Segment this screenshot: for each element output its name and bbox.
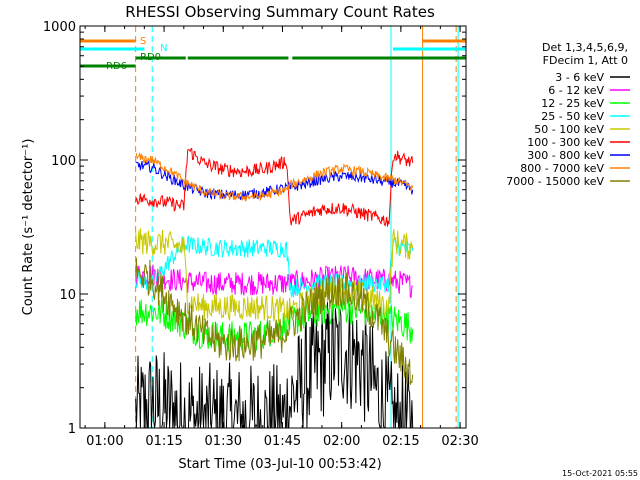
legend-label-100-300-kev: 100 - 300 keV	[527, 136, 604, 149]
flag-label-n: N	[160, 43, 167, 54]
chart-title: RHESSI Observing Summary Count Rates	[125, 3, 435, 21]
x-tick-label: 01:30	[205, 434, 242, 449]
plot-frame	[79, 25, 467, 429]
y-tick-label: 1	[68, 422, 76, 437]
x-tick-label: 01:15	[145, 434, 182, 449]
footer-timestamp: 15-Oct-2021 05:55	[562, 469, 638, 478]
legend-label-7000-15000-kev: 7000 - 15000 keV	[506, 175, 604, 188]
legend: Det 1,3,4,5,6,9, FDecim 1, Att 0 3 - 6 k…	[506, 41, 630, 188]
x-tick-label: 02:15	[382, 434, 419, 449]
x-tick-label: 01:45	[264, 434, 301, 449]
x-axis-label: Start Time (03-Jul-10 00:53:42)	[178, 457, 381, 472]
series-line-3-6-kev	[135, 302, 414, 430]
legend-label-300-800-kev: 300 - 800 keV	[527, 149, 604, 162]
flag-label-rd6: RD6	[106, 61, 127, 72]
x-tick-label: 01:00	[86, 434, 123, 449]
flag-label-s: S	[140, 36, 146, 47]
legend-label-25-50-kev: 25 - 50 keV	[541, 110, 604, 123]
x-tick-label: 02:30	[441, 434, 478, 449]
y-tick-label: 10	[59, 288, 76, 303]
legend-label-50-100-kev: 50 - 100 keV	[534, 123, 604, 136]
series-line-800-7000-kev	[135, 151, 414, 202]
legend-label-6-12-kev: 6 - 12 keV	[548, 84, 604, 97]
legend-header-line-2: FDecim 1, Att 0	[543, 54, 628, 67]
y-axis-label: Count Rate (s⁻¹ detector⁻¹)	[21, 139, 36, 316]
legend-label-800-7000-kev: 800 - 7000 keV	[520, 162, 604, 175]
x-tick-label: 02:00	[323, 434, 360, 449]
y-tick-label: 100	[51, 154, 76, 169]
series-line-300-800-kev	[135, 159, 414, 201]
legend-label-3-6-kev: 3 - 6 keV	[555, 71, 604, 84]
y-tick-label: 1000	[43, 20, 76, 35]
series-line-100-300-kev	[135, 147, 414, 227]
legend-header-line-1: Det 1,3,4,5,6,9,	[542, 41, 628, 54]
legend-label-12-25-kev: 12 - 25 keV	[541, 97, 604, 110]
series-line-7000-15000-kev	[135, 257, 414, 385]
flag-label-rd0: RD0	[140, 52, 161, 63]
